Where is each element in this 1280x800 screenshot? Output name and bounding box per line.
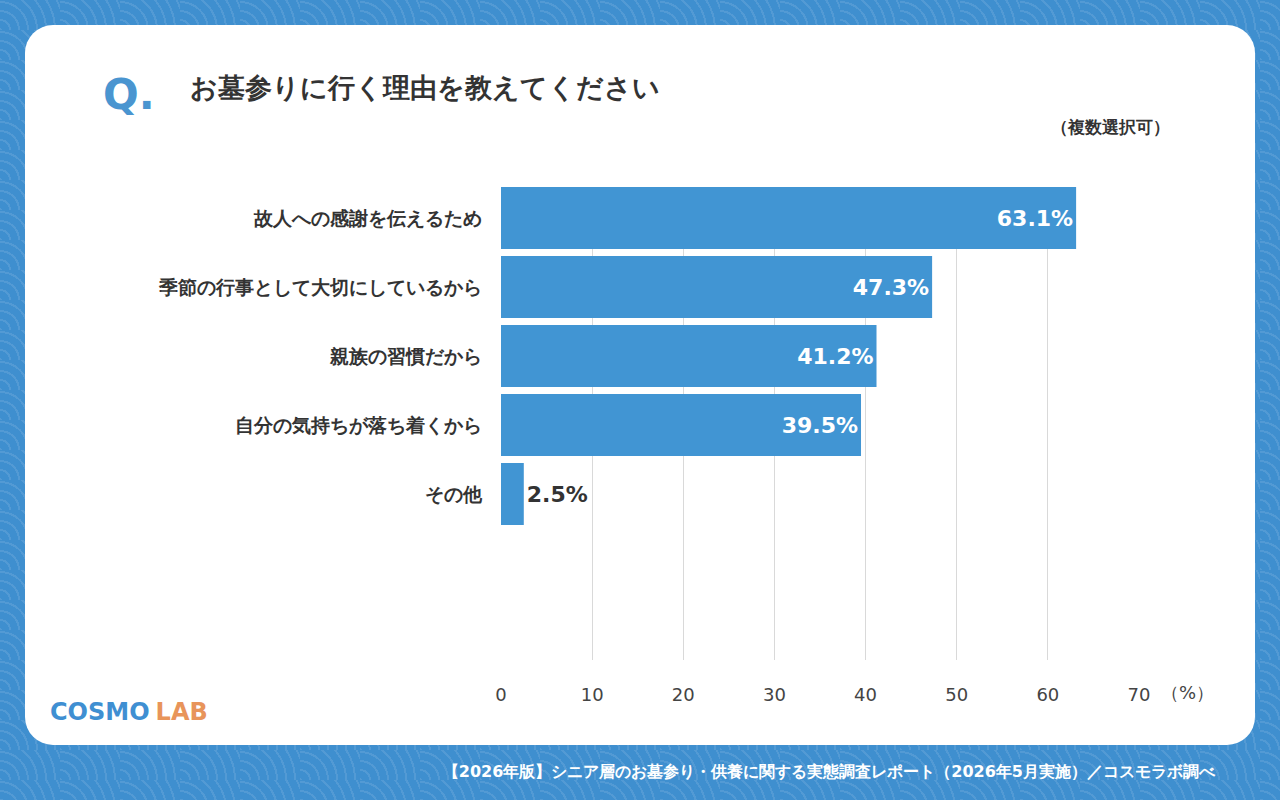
html-text:COSMO LAB: COSMO LAB <box>50 698 208 726</box>
svg-text:70: 70 <box>1128 684 1151 705</box>
svg-text:10: 10 <box>581 684 604 705</box>
svg-text:20: 20 <box>672 684 695 705</box>
svg-text:30: 30 <box>763 684 786 705</box>
svg-text:63.1%: 63.1% <box>997 206 1073 231</box>
svg-text:故人への感謝を伝えるため: 故人への感謝を伝えるため <box>253 207 482 229</box>
svg-text:40: 40 <box>854 684 877 705</box>
svg-text:39.5%: 39.5% <box>782 413 858 438</box>
html-text:お墓参りに行く理由を教えてください: お墓参りに行く理由を教えてください <box>190 72 660 103</box>
svg-text:60: 60 <box>1036 684 1059 705</box>
svg-text:50: 50 <box>945 684 968 705</box>
svg-text:（%）: （%） <box>1161 682 1214 703</box>
svg-text:47.3%: 47.3% <box>853 275 929 300</box>
html-text:（複数選択可）: （複数選択可） <box>1051 117 1170 137</box>
html-text:【2026年版】シニア層のお墓参り・供養に関する実態調査レポ: 【2026年版】シニア層のお墓参り・供養に関する実態調査レポート（2026年5月… <box>442 762 1215 781</box>
svg-text:2.5%: 2.5% <box>527 482 588 507</box>
html-text:Q.: Q. <box>103 70 155 119</box>
svg-text:その他: その他 <box>425 483 483 505</box>
svg-text:0: 0 <box>495 684 506 705</box>
svg-text:季節の行事として大切にしているから: 季節の行事として大切にしているから <box>158 276 482 298</box>
svg-text:41.2%: 41.2% <box>797 344 873 369</box>
svg-text:自分の気持ちが落ち着くから: 自分の気持ちが落ち着くから <box>235 414 482 436</box>
svg-text:親族の習慣だから: 親族の習慣だから <box>329 345 482 367</box>
